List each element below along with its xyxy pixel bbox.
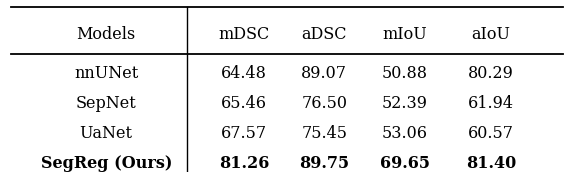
Text: 89.75: 89.75 — [299, 155, 350, 172]
Text: 65.46: 65.46 — [221, 95, 267, 112]
Text: SegReg (Ours): SegReg (Ours) — [41, 155, 172, 172]
Text: 76.50: 76.50 — [301, 95, 347, 112]
Text: 75.45: 75.45 — [301, 125, 347, 142]
Text: 89.07: 89.07 — [301, 65, 347, 82]
Text: 67.57: 67.57 — [221, 125, 267, 142]
Text: 52.39: 52.39 — [382, 95, 428, 112]
Text: 80.29: 80.29 — [468, 65, 514, 82]
Text: 69.65: 69.65 — [379, 155, 430, 172]
Text: aDSC: aDSC — [301, 26, 347, 43]
Text: nnUNet: nnUNet — [74, 65, 138, 82]
Text: aIoU: aIoU — [471, 26, 510, 43]
Text: mDSC: mDSC — [218, 26, 270, 43]
Text: mIoU: mIoU — [382, 26, 427, 43]
Text: 53.06: 53.06 — [382, 125, 428, 142]
Text: 81.40: 81.40 — [466, 155, 516, 172]
Text: 61.94: 61.94 — [468, 95, 514, 112]
Text: 60.57: 60.57 — [468, 125, 514, 142]
Text: 81.26: 81.26 — [219, 155, 269, 172]
Text: SepNet: SepNet — [76, 95, 137, 112]
Text: Models: Models — [76, 26, 136, 43]
Text: 50.88: 50.88 — [382, 65, 428, 82]
Text: UaNet: UaNet — [80, 125, 133, 142]
Text: 64.48: 64.48 — [221, 65, 267, 82]
